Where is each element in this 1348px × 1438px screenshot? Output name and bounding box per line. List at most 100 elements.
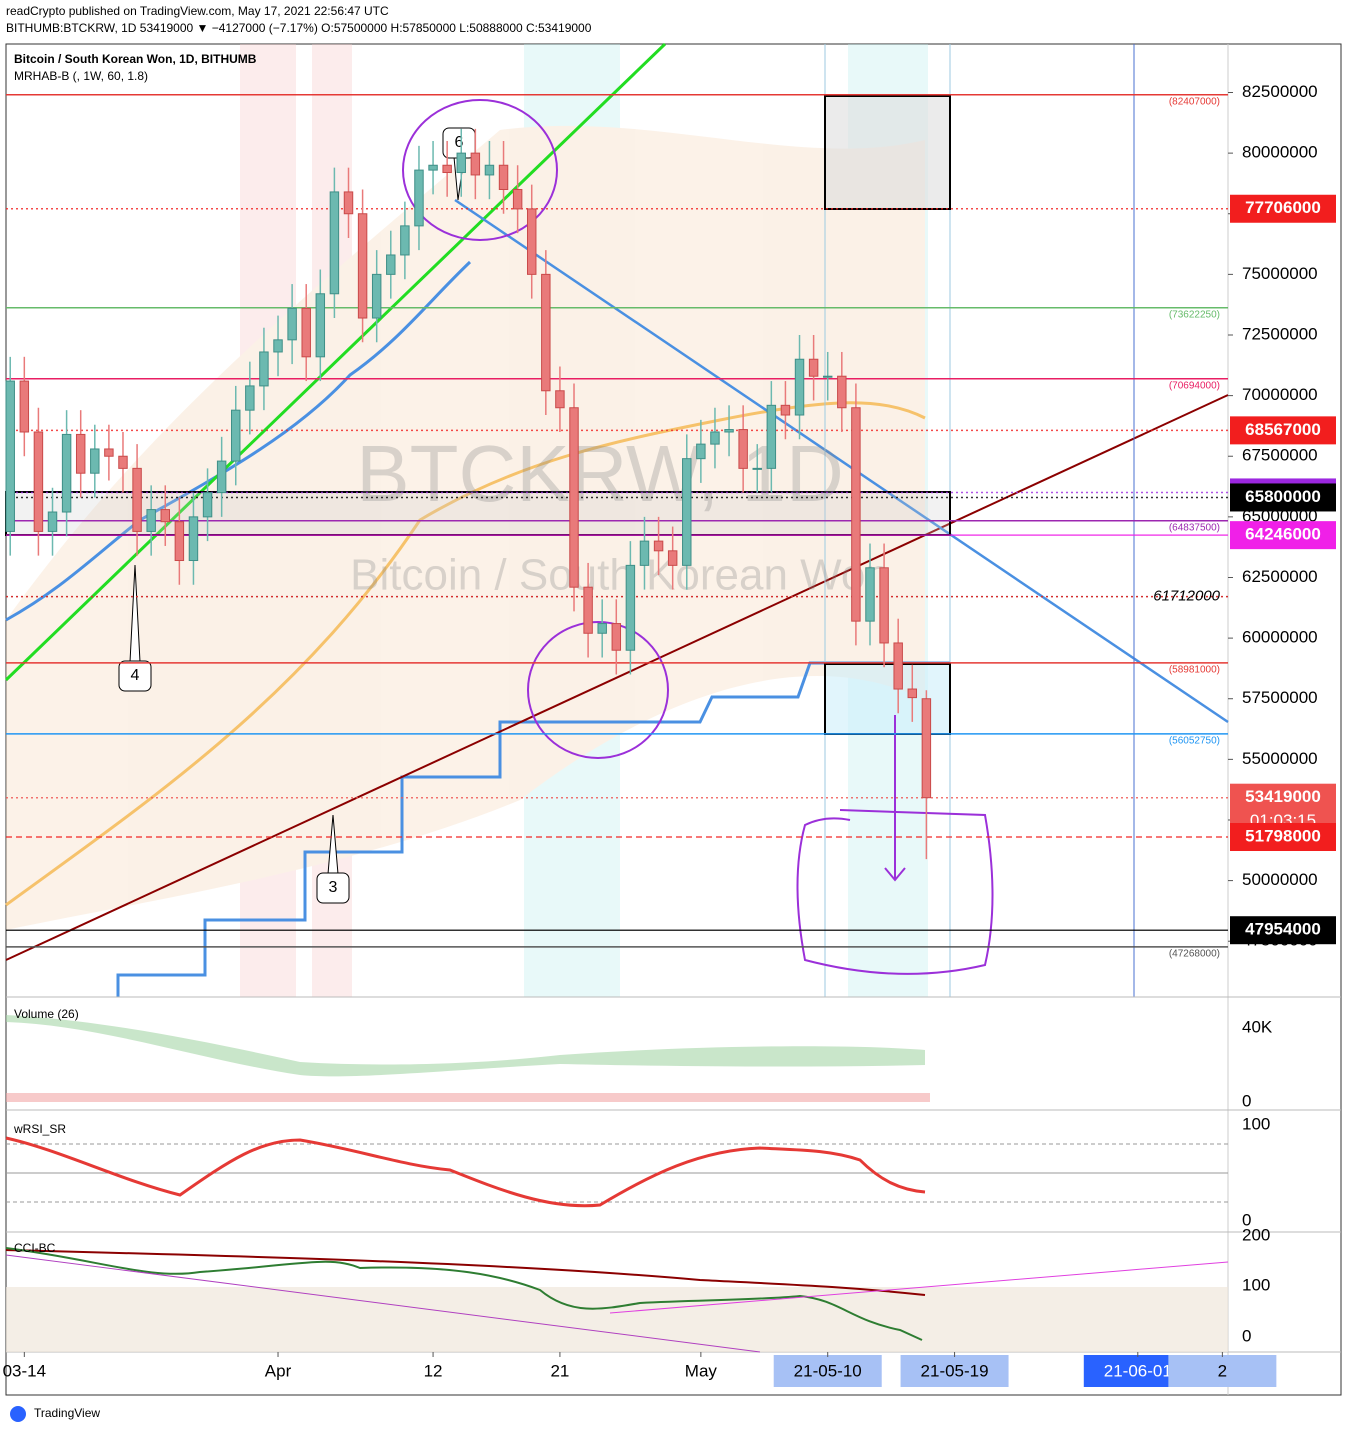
x-tick-label: Apr xyxy=(265,1361,292,1380)
candle-body xyxy=(879,567,889,644)
candle-body xyxy=(442,164,452,174)
candle-body xyxy=(259,351,269,387)
candle-body xyxy=(33,431,44,532)
candle-body xyxy=(653,540,664,552)
candle-body xyxy=(188,516,199,562)
indicator-panels: Volume (26) 40K 0 wRSI_SR 100 0 CCI-BC 200 100 0 xyxy=(5,996,1341,1353)
footer-logo: TradingView xyxy=(34,1406,100,1420)
trend-line xyxy=(5,394,1229,961)
chart-frame xyxy=(5,43,1342,1396)
candle-body xyxy=(907,688,918,699)
price-badge xyxy=(1230,194,1336,223)
candle-body xyxy=(19,380,30,433)
candle-body xyxy=(146,509,156,532)
cci xyxy=(5,1247,923,1341)
candle-body xyxy=(456,152,466,174)
price-badge xyxy=(1230,916,1336,945)
candle-body xyxy=(75,433,86,474)
candle-body xyxy=(90,448,100,474)
panel-title: CCI-BC xyxy=(14,1241,56,1255)
candle-body xyxy=(61,433,72,513)
circle xyxy=(402,99,558,241)
panel-tick-label: 0 xyxy=(1242,1326,1251,1345)
candle-body xyxy=(893,642,903,690)
circle xyxy=(796,809,994,975)
price-badge xyxy=(1230,823,1336,852)
y-tick-label: 60000000 xyxy=(1242,628,1318,647)
y-tick-label: 67500000 xyxy=(1242,446,1318,465)
candle-body xyxy=(273,339,283,353)
candle-body xyxy=(47,511,58,532)
candle-body xyxy=(245,385,255,411)
drawings xyxy=(402,99,994,975)
candle-body xyxy=(724,429,734,433)
candle-body xyxy=(315,293,326,358)
candle-body xyxy=(400,225,410,256)
price-badge-label: 65800000 xyxy=(1245,487,1321,506)
target-box xyxy=(824,95,951,210)
x-tick-badge xyxy=(773,1355,882,1387)
circle xyxy=(527,621,669,759)
panel-tick-label: 200 xyxy=(1242,1225,1270,1244)
candle-body xyxy=(5,380,15,532)
level-label: (73622250) xyxy=(1169,309,1220,320)
level-label: (56052750) xyxy=(1169,735,1220,746)
candle-body xyxy=(386,254,396,275)
callout-label: 3 xyxy=(329,879,338,896)
level-label: (58981000) xyxy=(1169,664,1220,675)
callout-box xyxy=(316,872,350,904)
callout-label: 4 xyxy=(131,667,140,684)
candle-body xyxy=(104,448,114,457)
price-badge-label: 68567000 xyxy=(1245,420,1321,439)
callout-pointer xyxy=(129,564,141,663)
x-tick-label: May xyxy=(685,1361,718,1380)
candle-body xyxy=(921,698,932,799)
y-tick-label: 57500000 xyxy=(1242,688,1318,707)
candle-body xyxy=(780,404,791,416)
panel-tick-label: 0 xyxy=(1242,1091,1251,1110)
y-tick-label: 80000000 xyxy=(1242,143,1318,162)
trend-line xyxy=(454,198,1229,724)
candle-body xyxy=(484,164,495,176)
watermark: BTCKRW, 1D xyxy=(356,429,844,518)
price-badge-label: 64246000 xyxy=(1245,525,1321,544)
candle-body xyxy=(231,409,241,462)
candle-body xyxy=(470,152,481,176)
moving-average xyxy=(5,401,926,907)
level-label: (47268000) xyxy=(1169,948,1220,959)
x-tick-label: 21-05-19 xyxy=(921,1361,989,1380)
candle-body xyxy=(287,307,297,341)
callout-label: 6 xyxy=(455,134,464,151)
candle-body xyxy=(301,307,311,358)
y-tick-label: 70000000 xyxy=(1242,385,1318,404)
y-tick-label: 75000000 xyxy=(1242,264,1318,283)
candle-body xyxy=(865,567,875,622)
support-box xyxy=(824,663,951,735)
candle-body xyxy=(202,492,213,518)
candle-body xyxy=(541,273,551,392)
x-tick-label: 21-06-01 xyxy=(1104,1361,1172,1380)
price-badge xyxy=(1230,483,1336,512)
cci-ma xyxy=(5,1249,926,1296)
candle-body xyxy=(667,550,678,566)
level-label: (70694000) xyxy=(1169,380,1220,391)
level-label: 61712000 xyxy=(1153,588,1220,605)
y-tick-label: 50000000 xyxy=(1242,870,1318,889)
panel-title: Volume (26) xyxy=(14,1007,79,1021)
level-label: (82407000) xyxy=(1169,96,1220,107)
candle-body xyxy=(822,375,833,378)
candle-body xyxy=(569,407,579,588)
candle-body xyxy=(118,455,128,469)
x-tick-badge xyxy=(1168,1355,1277,1387)
watermark: Bitcoin / South Korean Won xyxy=(350,551,890,600)
trend-line xyxy=(4,42,667,682)
candle-body xyxy=(174,521,185,562)
candle-body xyxy=(414,169,424,227)
candle-body xyxy=(357,213,368,319)
candle-body xyxy=(132,467,142,532)
price-badge xyxy=(1230,416,1336,445)
cci-trend xyxy=(5,1254,761,1353)
cci-trend xyxy=(609,1261,1229,1314)
candle-body xyxy=(738,429,748,469)
